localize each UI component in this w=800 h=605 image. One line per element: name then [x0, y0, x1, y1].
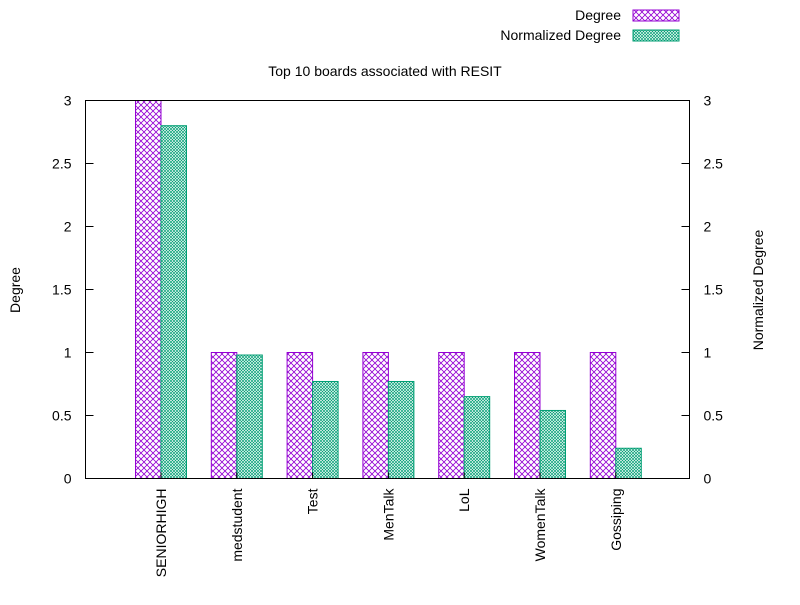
y-tick-label: 0: [64, 471, 72, 487]
bars: [135, 100, 642, 480]
plot-frame: [85, 100, 690, 479]
x-tick-label: MenTalk: [380, 488, 396, 541]
legend-label: Degree: [575, 7, 621, 23]
legend-swatch: [632, 9, 680, 22]
bar-normalized-degree: [160, 125, 187, 479]
bar-degree: [286, 352, 314, 479]
x-tick-label: LoL: [456, 488, 472, 512]
bar-degree: [135, 100, 162, 479]
y-axis-label: Degree: [7, 267, 23, 313]
chart-title: Top 10 boards associated with RESIT: [268, 63, 502, 79]
bar-degree: [210, 352, 238, 479]
y-tick-label: 0.5: [52, 408, 72, 424]
x-tick-label: medstudent: [229, 488, 245, 561]
bar-normalized-degree: [236, 354, 263, 479]
y-tick-label: 1: [64, 345, 72, 361]
legend-label: Normalized Degree: [500, 27, 621, 43]
bar-normalized-degree: [539, 409, 566, 479]
y-tick-label: 1.5: [52, 282, 72, 298]
y2-axis-label: Normalized Degree: [750, 229, 766, 350]
bar-normalized-degree: [387, 380, 415, 480]
bar-normalized-degree: [463, 396, 491, 480]
bar-normalized-degree: [615, 447, 642, 480]
x-tick-labels: SENIORHIGH medstudent Test MenTalk LoL WomenT…: [153, 472, 624, 578]
x-tick-label: SENIORHIGH: [153, 489, 169, 578]
y-tick-label: 2: [64, 219, 72, 235]
y2-tick-label: 2: [704, 219, 712, 235]
x-tick-label: WomenTalk: [532, 488, 548, 562]
bar-degree: [589, 352, 617, 479]
y2-tick-label: 2.5: [704, 156, 724, 172]
y2-tick-label: 1: [704, 345, 712, 361]
bar-degree: [362, 352, 389, 479]
x-tick-label: Test: [305, 488, 321, 514]
y2-tick-label: 0: [704, 471, 712, 487]
y-tick-label: 3: [64, 93, 72, 109]
bar-degree: [514, 352, 541, 479]
bar-degree: [438, 352, 465, 479]
legend: Degree Normalized Degree: [500, 7, 680, 43]
legend-swatch: [632, 29, 680, 42]
x-tick-label: Gossiping: [608, 489, 624, 551]
y2-tick-label: 0.5: [704, 408, 724, 424]
y2-tick-label: 1.5: [704, 282, 724, 298]
y-tick-label: 2.5: [52, 156, 72, 172]
y2-tick-label: 3: [704, 93, 712, 109]
bar-normalized-degree: [312, 380, 339, 480]
